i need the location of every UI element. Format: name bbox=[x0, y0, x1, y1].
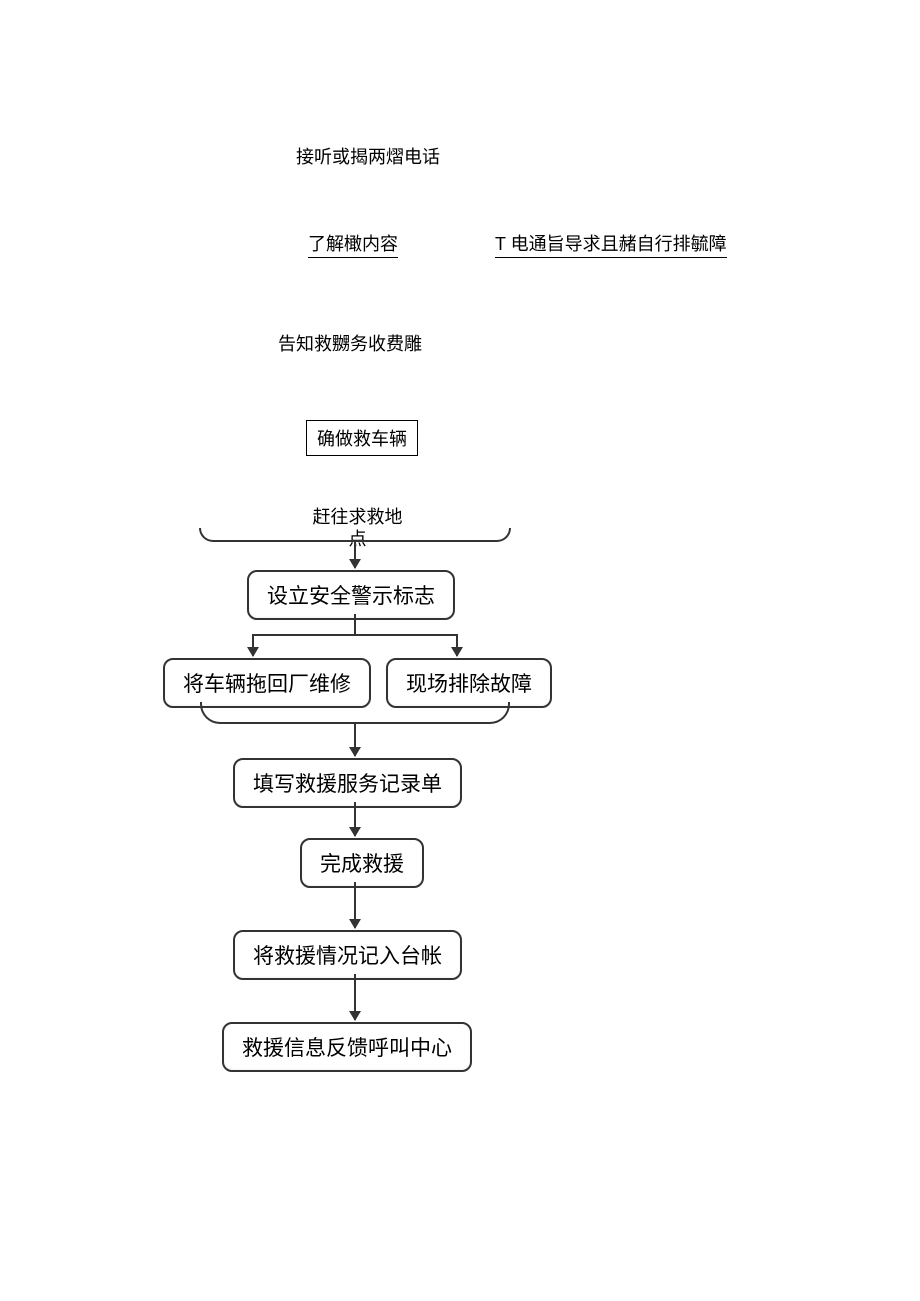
arrow-to-complete bbox=[354, 802, 356, 836]
node-safety-warning: 设立安全警示标志 bbox=[247, 570, 455, 620]
node-understand-content: 了解橄内容 bbox=[308, 230, 398, 258]
node-feedback-center: 救援信息反馈呼叫中心 bbox=[222, 1022, 472, 1072]
goto-line1: 赶往求救地 bbox=[313, 507, 403, 527]
node-inform-fee: 告知救嬲务收费雕 bbox=[278, 330, 422, 356]
arrow-right-branch bbox=[456, 634, 458, 656]
node-receive-call: 接听或揭两熠电话 bbox=[296, 143, 440, 169]
curve-under-goto bbox=[199, 528, 511, 542]
arrow-to-record bbox=[354, 724, 356, 756]
node-phone-guide: T 电通旨导求且赭自行排毓障 bbox=[495, 230, 727, 258]
node-onsite-fix: 现场排除故障 bbox=[386, 658, 552, 708]
split-line bbox=[252, 634, 458, 636]
line-from-warning bbox=[354, 614, 356, 634]
node-confirm-vehicle: 确做救车辆 bbox=[306, 420, 418, 456]
arrow-to-feedback bbox=[354, 974, 356, 1020]
arrow-to-ledger bbox=[354, 882, 356, 928]
node-tow-repair: 将车辆拖回厂维修 bbox=[163, 658, 371, 708]
node-complete-rescue: 完成救援 bbox=[300, 838, 424, 888]
node-record-ledger: 将救援情况记入台帐 bbox=[233, 930, 462, 980]
merge-curve bbox=[200, 702, 510, 724]
arrow-left-branch bbox=[252, 634, 254, 656]
node-fill-record: 填写救援服务记录单 bbox=[233, 758, 462, 808]
arrow-to-warning bbox=[354, 542, 356, 568]
